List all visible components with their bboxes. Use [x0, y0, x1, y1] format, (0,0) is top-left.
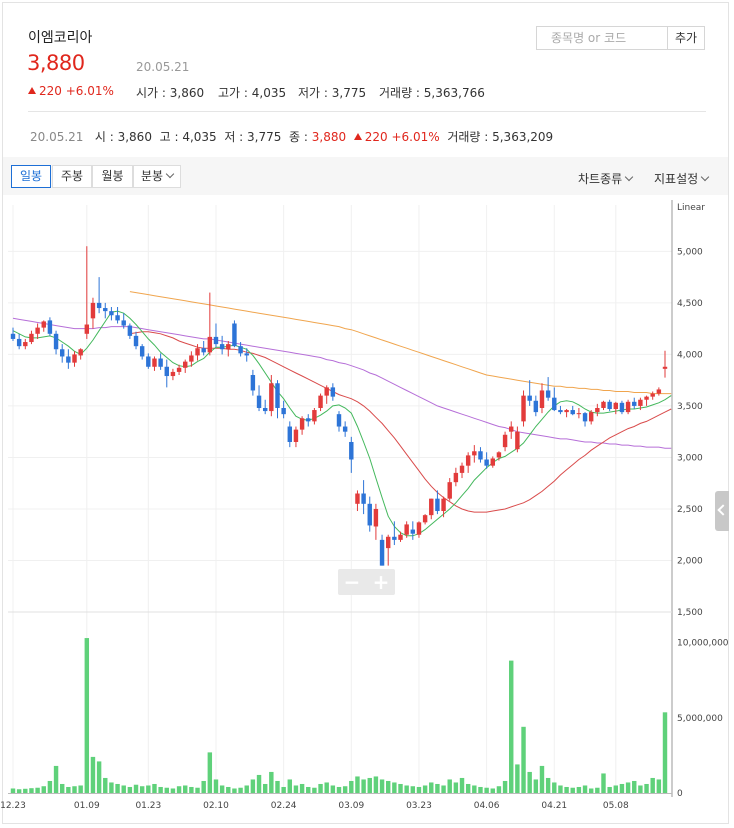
summary-open: 시 : 3,860	[94, 130, 152, 144]
chevron-down-icon	[624, 172, 634, 182]
summary-close-label: 종 :	[289, 130, 312, 144]
zoom-in-button[interactable]: +	[372, 570, 390, 594]
chart-type-menu[interactable]: 차트종류	[578, 170, 634, 187]
header-divider	[28, 111, 706, 112]
summary-volume: 거래량 : 5,363,209	[447, 130, 554, 144]
price-change: 220 +6.01%	[28, 84, 114, 98]
add-button[interactable]: 추가	[667, 26, 705, 50]
stock-name: 이엠코리아	[28, 30, 93, 46]
tab-weekly[interactable]: 주봉	[52, 165, 92, 188]
zoom-control: − +	[338, 569, 395, 595]
summary-date: 20.05.21	[30, 130, 84, 144]
chevron-down-icon	[700, 172, 710, 182]
price-change-value: 220 +6.01%	[39, 84, 114, 98]
current-price: 3,880	[27, 51, 85, 75]
tab-monthly[interactable]: 월봉	[92, 165, 133, 188]
stock-search-input[interactable]: 종목명 or 코드	[536, 26, 668, 50]
open-price: 시가 : 3,860	[136, 86, 205, 100]
indicator-settings-menu[interactable]: 지표설정	[654, 170, 710, 187]
high-price: 고가 : 4,035	[218, 86, 287, 100]
up-arrow-icon	[353, 133, 362, 140]
tab-daily[interactable]: 일봉	[11, 165, 51, 188]
chart-type-label: 차트종류	[578, 172, 623, 186]
low-price: 저가 : 3,775	[298, 86, 367, 100]
tab-minute-label: 분봉	[140, 169, 164, 183]
tab-minute[interactable]: 분봉	[133, 165, 181, 188]
side-panel-toggle[interactable]	[715, 491, 729, 531]
quote-date: 20.05.21	[136, 60, 190, 74]
zoom-out-button[interactable]: −	[343, 570, 361, 594]
summary-close: 3,880	[311, 130, 347, 144]
indicator-settings-label: 지표설정	[654, 172, 699, 186]
chevron-down-icon	[165, 169, 175, 179]
trade-volume: 거래량 : 5,363,766	[379, 86, 485, 100]
summary-change: 220 +6.01%	[364, 130, 440, 144]
summary-high: 고 : 4,035	[159, 130, 217, 144]
chevron-left-icon	[717, 504, 729, 516]
ohlc-summary: 20.05.21 시 : 3,860 고 : 4,035 저 : 3,775 종…	[30, 128, 553, 145]
summary-low: 저 : 3,775	[224, 130, 282, 144]
up-arrow-icon	[28, 87, 36, 94]
